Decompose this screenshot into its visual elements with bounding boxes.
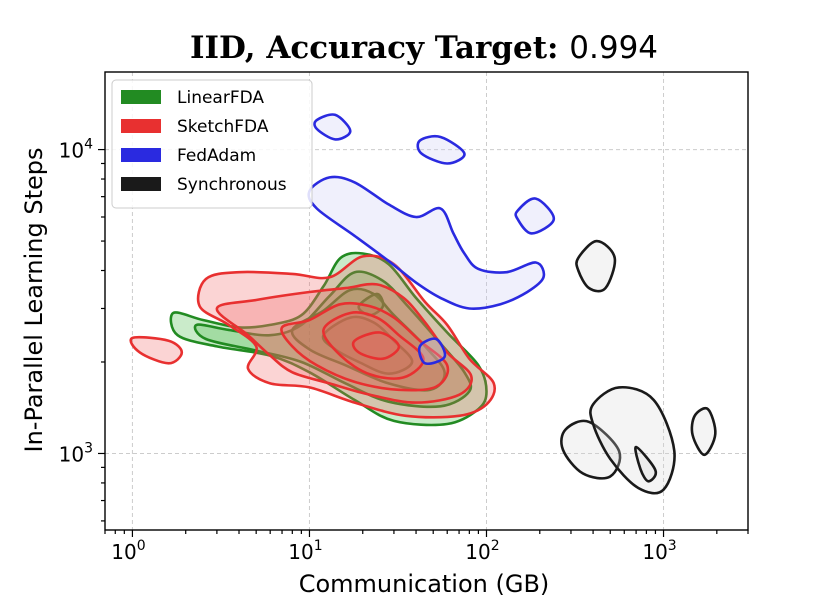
legend-label-fedadam: FedAdam (177, 146, 256, 166)
chart-title-main: IID, Accuracy Target: (190, 30, 569, 66)
y-axis-label: In-Parallel Learning Steps (20, 148, 48, 453)
synchronous-contour-4 (634, 445, 658, 483)
sketchfda-contour-2 (215, 282, 473, 404)
legend-label-linearfda: LinearFDA (177, 88, 264, 108)
legend: LinearFDA SketchFDA FedAdam Synchronous (111, 79, 313, 209)
chart-title-value: 0.994 (569, 30, 658, 66)
axes-frame (104, 71, 749, 531)
sketchfda-contour-5 (351, 331, 401, 361)
linearfda-contour-4 (321, 315, 414, 375)
legend-swatch-fedadam (121, 148, 161, 162)
fedadam-contour-3 (416, 134, 466, 165)
x-tick-label: 100 (111, 538, 145, 564)
series-sketchfda (129, 254, 496, 419)
legend-box (111, 79, 313, 209)
x-tick-label: 103 (642, 538, 676, 564)
x-axis-label: Communication (GB) (299, 570, 550, 596)
series-fedadam (307, 113, 556, 365)
legend-swatch-sketchfda (121, 119, 161, 133)
chart-title: IID, Accuracy Target: 0.994 (190, 30, 658, 66)
sketchfda-contour-3 (280, 301, 450, 392)
fedadam-contour-2 (313, 113, 352, 141)
y-tick-label: 103 (59, 440, 93, 466)
fedadam-contour-4 (514, 197, 556, 235)
legend-swatch-synchronous (121, 177, 161, 191)
legend-swatch-linearfda (121, 90, 161, 104)
series-linearfda (169, 251, 488, 427)
x-tick-label: 102 (465, 538, 499, 564)
x-tick-label: 101 (288, 538, 322, 564)
contours (129, 113, 717, 495)
fedadam-contour-1 (307, 175, 546, 311)
sketchfda-contour-6 (129, 335, 184, 365)
legend-label-sketchfda: SketchFDA (177, 117, 269, 137)
synchronous-contour-5 (690, 406, 717, 457)
legend-label-synchronous: Synchronous (177, 175, 287, 195)
y-tick-label: 104 (59, 137, 93, 163)
sketchfda-contour-4 (322, 311, 425, 380)
ticks: 100 101 102 103 103 104 (59, 137, 749, 564)
fedadam-contour-5 (417, 337, 447, 365)
synchronous-contour-2 (560, 419, 622, 480)
synchronous-contour-1 (575, 239, 617, 293)
series-synchronous (560, 239, 717, 495)
plot-frame (104, 71, 749, 531)
